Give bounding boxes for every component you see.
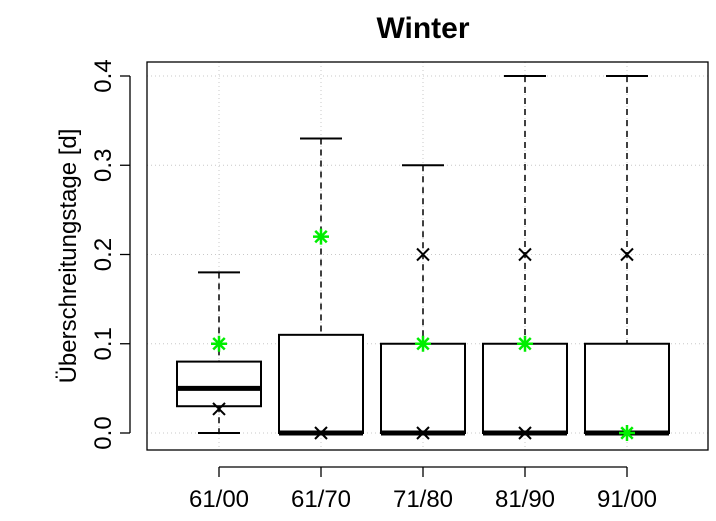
- asterisk-marker: [517, 335, 533, 352]
- x-marker: [212, 402, 226, 416]
- x-tick-label: 81/90: [495, 486, 555, 513]
- box-rect: [278, 333, 364, 435]
- box-rect: [584, 342, 670, 434]
- x-tick-label: 71/80: [393, 486, 453, 513]
- box-71-80: [380, 164, 466, 436]
- chart-title: Winter: [376, 12, 469, 45]
- x-marker-stroke: [314, 426, 328, 440]
- asterisk-stroke: [212, 337, 226, 351]
- box-61-00: [176, 271, 262, 434]
- asterisk-stroke: [518, 337, 532, 351]
- x-tick-label: 61/70: [291, 486, 351, 513]
- x-marker: [416, 247, 430, 262]
- y-tick-label: 0.0: [90, 416, 117, 449]
- box-61-70: [278, 137, 364, 436]
- asterisk-stroke: [620, 426, 634, 440]
- box-rect: [380, 342, 466, 434]
- y-tick-label: 0.2: [90, 238, 117, 271]
- y-tick-label: 0.3: [90, 149, 117, 182]
- x-marker: [314, 426, 328, 440]
- box-91-00: [584, 75, 670, 436]
- x-marker-stroke: [518, 426, 532, 440]
- y-tick-label: 0.4: [90, 59, 117, 92]
- y-tick-label: 0.1: [90, 327, 117, 360]
- asterisk-stroke: [314, 230, 328, 244]
- y-axis: 0.0 0.1 0.2 0.3 0.4: [90, 59, 131, 450]
- x-marker: [518, 426, 532, 440]
- asterisk-marker: [415, 335, 431, 352]
- x-marker: [620, 247, 634, 262]
- box-rect: [482, 342, 568, 434]
- plot-frame: [146, 61, 709, 451]
- x-axis: 61/00 61/70 71/80 81/90 91/00: [189, 466, 657, 513]
- asterisk-marker: [619, 425, 635, 441]
- asterisk-marker: [313, 228, 329, 245]
- asterisk-stroke: [416, 337, 430, 351]
- x-marker-stroke: [416, 426, 430, 440]
- x-marker-stroke: [620, 247, 634, 262]
- x-marker-stroke: [416, 247, 430, 262]
- points: [211, 228, 635, 441]
- x-marker-stroke: [518, 247, 532, 262]
- x-marker: [518, 247, 532, 262]
- asterisk-marker: [211, 335, 227, 352]
- x-tick-label: 91/00: [597, 486, 657, 513]
- box-rect: [176, 360, 262, 408]
- y-axis-label: Überschreitungstage [d]: [55, 129, 82, 384]
- x-marker-stroke: [212, 402, 226, 416]
- x-tick-label: 61/00: [189, 486, 249, 513]
- x-marker: [416, 426, 430, 440]
